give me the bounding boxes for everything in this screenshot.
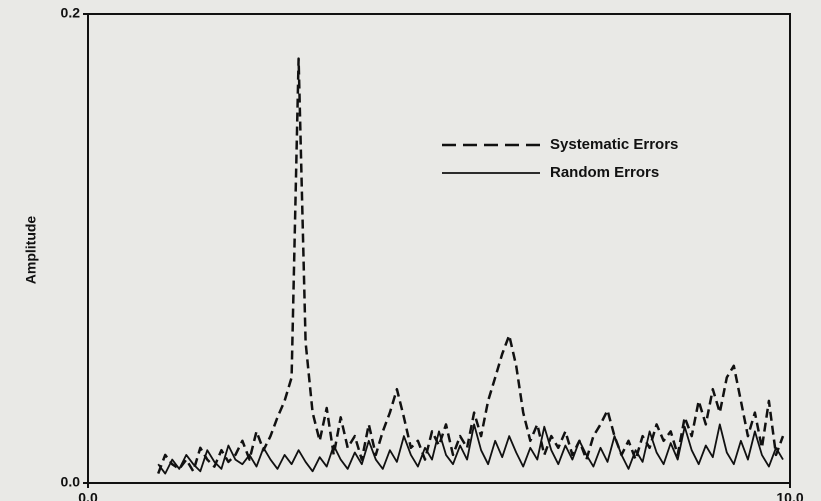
x-tick-label: 0.0 [78, 490, 98, 501]
y-tick-label: 0.0 [61, 474, 81, 490]
x-tick-label: 10.0 [776, 490, 803, 501]
series-line [157, 57, 785, 475]
y-tick-label: 0.2 [61, 5, 81, 21]
series-line [157, 423, 784, 475]
y-axis-label: Amplitude [23, 216, 39, 285]
legend-label: Systematic Errors [550, 136, 678, 153]
legend-label: Random Errors [550, 164, 659, 181]
plot-frame [87, 13, 791, 484]
